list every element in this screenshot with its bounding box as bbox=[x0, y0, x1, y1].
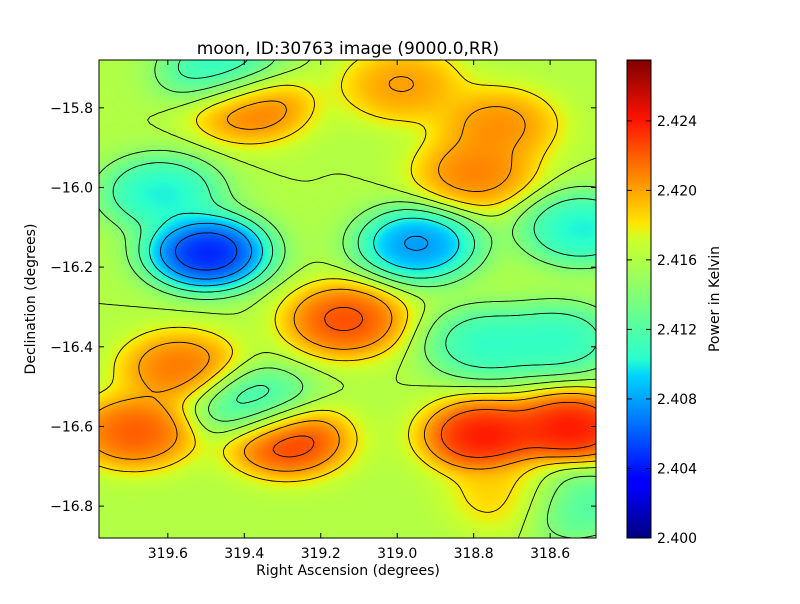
y-tick-label: −16.2 bbox=[50, 260, 93, 276]
y-tick-label: −16.0 bbox=[50, 180, 93, 196]
heatmap-image bbox=[99, 60, 596, 538]
colorbar-tick-label: 2.412 bbox=[657, 322, 697, 338]
contour-line bbox=[160, 222, 429, 280]
colorbar-tick-label: 2.416 bbox=[657, 253, 697, 269]
contour-line bbox=[148, 212, 460, 287]
colorbar-tick-label: 2.400 bbox=[657, 531, 697, 547]
x-axis-ticks: 319.6 319.4 319.2 319.0 318.8 318.6 bbox=[148, 60, 570, 562]
contour-line bbox=[99, 60, 596, 538]
y-tick-label: −15.8 bbox=[50, 101, 93, 117]
x-tick-label: 319.2 bbox=[301, 546, 341, 562]
contour-line bbox=[99, 76, 596, 472]
x-tick-label: 319.4 bbox=[224, 546, 264, 562]
plot-area bbox=[99, 60, 596, 538]
y-axis-ticks: −15.8 −16.0 −16.2 −16.4 −16.6 −16.8 bbox=[50, 101, 596, 515]
y-tick-label: −16.4 bbox=[50, 340, 93, 356]
colorbar bbox=[626, 59, 652, 539]
colorbar-tick-label: 2.404 bbox=[657, 461, 697, 477]
colorbar-label: Power in Kelvin bbox=[707, 246, 723, 352]
x-axis-label: Right Ascension (degrees) bbox=[256, 563, 440, 579]
colorbar-tick-label: 2.424 bbox=[657, 114, 697, 130]
y-tick-label: −16.8 bbox=[50, 499, 93, 515]
x-tick-label: 318.6 bbox=[530, 546, 570, 562]
colorbar-tick-label: 2.420 bbox=[657, 183, 697, 199]
chart-title: moon, ID:30763 image (9000.0,RR) bbox=[197, 39, 499, 59]
x-tick-label: 318.8 bbox=[454, 546, 494, 562]
contour-line bbox=[174, 232, 238, 271]
x-tick-label: 319.0 bbox=[377, 546, 417, 562]
colorbar-tick-label: 2.408 bbox=[657, 392, 697, 408]
colorbar-ticks: 2.400 2.404 2.408 2.412 2.416 2.420 2.424 bbox=[627, 114, 697, 547]
contour-line bbox=[99, 60, 596, 513]
x-tick-label: 319.6 bbox=[148, 546, 188, 562]
y-tick-label: −16.6 bbox=[50, 419, 93, 435]
y-axis-label: Declination (degrees) bbox=[23, 224, 39, 375]
contour-lines bbox=[99, 60, 596, 538]
contour-line bbox=[272, 306, 596, 458]
contour-line bbox=[112, 60, 596, 404]
plot-frame bbox=[98, 59, 597, 539]
contour-line bbox=[99, 60, 596, 538]
